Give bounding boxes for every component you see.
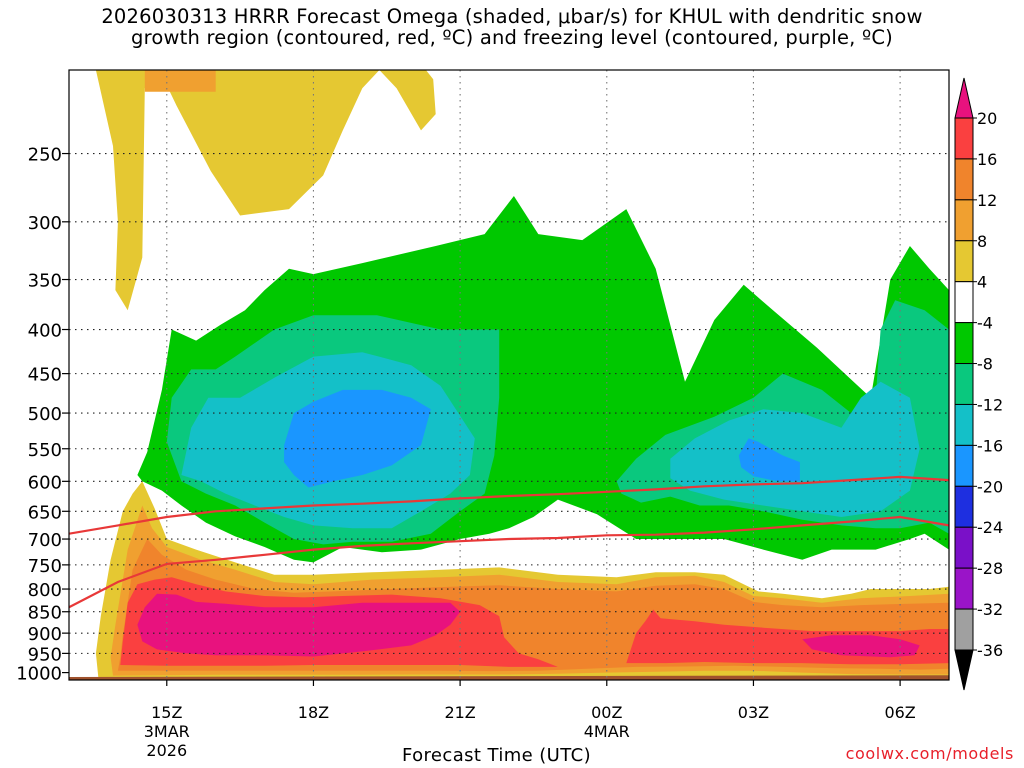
y-tick-label-900: 900	[28, 624, 62, 645]
omega-fill-layer	[69, 70, 949, 680]
title-line-1: 2026030313 HRRR Forecast Omega (shaded, …	[101, 5, 923, 28]
x-tick-label-21Z: 21Z	[444, 703, 475, 722]
colorbar-label-11: -28	[977, 559, 1003, 578]
x-tick-sublabel-00Z: 4MAR	[584, 722, 630, 741]
colorbar-bin-8	[954, 403, 974, 446]
y-tick-label-950: 950	[28, 644, 62, 665]
chart-title: 2026030313 HRRR Forecast Omega (shaded, …	[0, 6, 1024, 48]
colorbar-label-1: 16	[977, 150, 997, 169]
omega-region-16	[802, 635, 920, 658]
dgz-contour-1	[69, 515, 949, 609]
y-tick-label-850: 850	[28, 603, 62, 624]
colorbar-bin-11	[954, 526, 974, 569]
colorbar-label-3: 8	[977, 232, 987, 251]
colorbar-bin-10	[954, 485, 974, 528]
x-tick-label-00Z: 00Z	[591, 703, 622, 722]
colorbar-bin-2	[954, 158, 974, 201]
colorbar-label-12: -32	[977, 600, 1003, 619]
y-tick-label-600: 600	[28, 472, 62, 493]
colorbar-label-0: 20	[977, 109, 997, 128]
colorbar-label-7: -12	[977, 395, 1003, 414]
x-tick-label-03Z: 03Z	[738, 703, 769, 722]
y-tick-label-1000: 1000	[16, 664, 62, 685]
colorbar-bin-13	[954, 608, 974, 651]
colorbar-bin-7	[954, 363, 974, 405]
ground-terrain	[69, 675, 949, 680]
colorbar-label-4: 4	[977, 273, 987, 292]
dgz-contour-0	[69, 475, 949, 535]
omega-region-2	[144, 70, 216, 92]
colorbar-bin-1	[954, 117, 974, 160]
y-tick-label-350: 350	[28, 271, 62, 292]
y-axis: 2503003504004505005506006507007508008509…	[16, 145, 69, 685]
x-tick-sublabel-15Z: 3MAR	[144, 722, 190, 741]
omega-region-1	[379, 70, 436, 131]
colorbar-label-10: -24	[977, 518, 1003, 537]
colorbar: 20 16 12 8 4 -4 -8 -12 -16 -20 -24 -28 -32 -36	[954, 77, 1003, 691]
colorbar-label-6: -8	[977, 355, 993, 374]
colorbar-bin-3	[954, 199, 974, 242]
omega-region-7	[670, 381, 920, 517]
x-tick-year-15Z: 2026	[146, 741, 187, 760]
omega-region-8	[284, 389, 431, 488]
colorbar-label-8: -16	[977, 436, 1003, 455]
colorbar-bin-4	[954, 240, 974, 283]
x-axis-title: Forecast Time (UTC)	[402, 745, 591, 766]
site-credit[interactable]: coolwx.com/models	[845, 744, 1014, 763]
colorbar-bin-6	[954, 322, 974, 365]
y-tick-label-800: 800	[28, 580, 62, 601]
plot-frame	[68, 69, 950, 681]
y-tick-label-450: 450	[28, 365, 62, 386]
colorbar-label-9: -20	[977, 477, 1003, 496]
x-tick-label-15Z: 15Z	[151, 703, 182, 722]
y-tick-label-550: 550	[28, 440, 62, 461]
colorbar-bin-5	[954, 281, 974, 324]
colorbar-label-5: -4	[977, 314, 993, 333]
contour-layer	[69, 475, 949, 609]
y-tick-label-700: 700	[28, 530, 62, 551]
grid-layer	[69, 70, 949, 680]
colorbar-bin-9	[954, 444, 974, 487]
y-tick-label-650: 650	[28, 502, 62, 523]
x-tick-label-06Z: 06Z	[884, 703, 915, 722]
omega-region-0	[95, 70, 380, 311]
omega-region-15	[137, 593, 461, 657]
title-line-2: growth region (contoured, red, ºC) and f…	[131, 26, 893, 49]
x-tick-label-18Z: 18Z	[298, 703, 329, 722]
y-tick-label-250: 250	[28, 145, 62, 166]
y-tick-label-750: 750	[28, 556, 62, 577]
y-tick-label-500: 500	[28, 404, 62, 425]
y-tick-label-300: 300	[28, 213, 62, 234]
colorbar-bottom-arrow	[954, 649, 974, 691]
colorbar-bin-12	[954, 567, 974, 610]
y-tick-label-400: 400	[28, 321, 62, 342]
colorbar-label-13: -36	[977, 641, 1003, 660]
colorbar-top-arrow	[954, 77, 974, 119]
colorbar-label-2: 12	[977, 191, 997, 210]
